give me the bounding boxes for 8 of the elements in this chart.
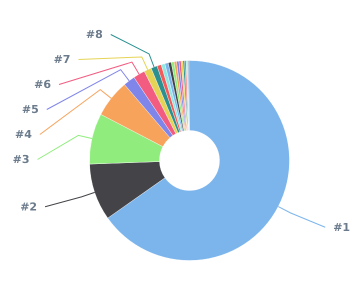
slice-label: #3 <box>12 153 30 166</box>
slice-label: #6 <box>34 78 52 91</box>
slice-label: #1 <box>333 220 350 234</box>
slice-label: #7 <box>54 53 70 66</box>
slice-label: #2 <box>20 200 38 214</box>
slice-label: #8 <box>86 28 103 41</box>
slice-label: #4 <box>14 128 32 141</box>
slice-label: #5 <box>22 103 39 116</box>
